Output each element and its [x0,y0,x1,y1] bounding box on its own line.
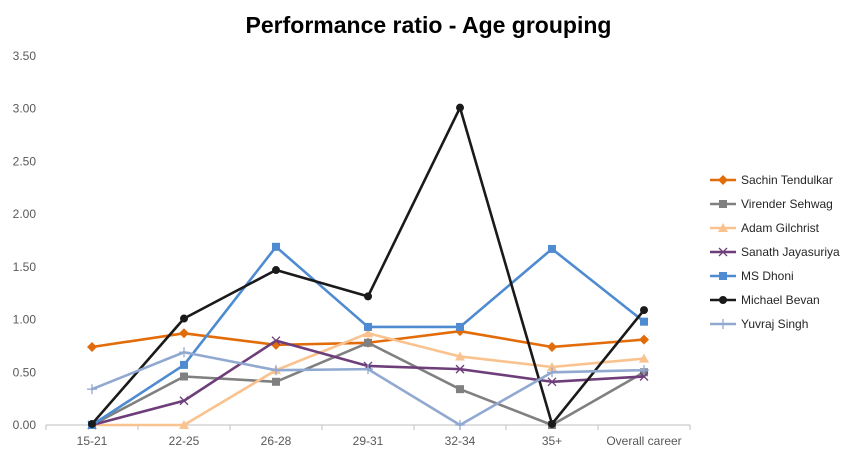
data-point [180,314,188,323]
data-point [640,306,648,315]
data-point [180,360,188,369]
data-point [456,322,464,331]
data-point [271,336,281,346]
x-tick-label: 26-28 [261,434,292,448]
y-tick-label: 0.00 [13,418,37,432]
data-point [718,247,728,257]
data-point [455,364,465,374]
legend-item: Sanath Jayasuriya [708,240,840,264]
marker-stroke [718,247,728,257]
chart-title: Performance ratio - Age grouping [245,12,612,38]
data-point [718,319,728,329]
data-point [455,351,465,361]
data-point [271,365,281,376]
data-point [272,377,280,386]
marker-stroke [179,396,189,406]
legend-label: Yuvraj Singh [741,317,809,331]
legend-item: Yuvraj Singh [708,312,840,336]
y-tick-label: 1.00 [13,313,37,327]
data-point [364,292,372,301]
data-point [639,372,649,381]
data-point [179,396,189,406]
data-point [548,419,556,428]
data-point [548,244,556,253]
data-point [179,347,189,358]
y-tick-label: 0.50 [13,365,37,379]
data-point [719,296,727,304]
series-line [90,106,646,426]
legend-label: Sanath Jayasuriya [741,245,840,259]
series-virender-sehwag [88,338,648,429]
marker-stroke [639,372,649,381]
legend-label: Adam Gilchrist [741,221,820,235]
data-point [87,341,97,352]
data-point [456,103,464,112]
legend-label: Virender Sehwag [741,197,833,211]
data-point [363,364,373,375]
data-point [718,175,728,185]
data-point [639,334,649,345]
legend-item: Virender Sehwag [708,192,840,216]
marker-stroke [547,377,557,387]
x-tick-label: 29-31 [353,434,384,448]
data-point [364,322,372,331]
x-tick-label: 15-21 [77,434,108,448]
data-point [88,419,96,428]
y-tick-label: 2.50 [13,154,37,168]
marker-stroke [271,336,281,346]
legend: Sachin Tendulkar Virender Sehwag Adam Gilc… [708,168,840,336]
data-point [547,377,557,387]
data-point [456,385,464,394]
data-point [719,200,727,208]
data-point [719,272,727,280]
x-tick-label: 22-25 [169,434,200,448]
data-point [547,362,557,372]
legend-swatch [710,296,736,304]
legend-label: Sachin Tendulkar [741,173,833,187]
y-tick-label: 3.50 [13,49,37,63]
data-point [363,328,373,338]
legend-label: MS Dhoni [741,269,794,283]
data-point [180,372,188,381]
data-point [718,223,728,232]
y-tick-label: 3.00 [13,102,37,116]
data-point [639,365,649,376]
legend-swatch [710,223,736,232]
series-yuvraj-singh [87,347,649,430]
data-point [272,266,280,275]
legend-swatch [710,175,736,185]
legend-swatch [710,319,736,329]
data-point [547,367,557,378]
y-tick-label: 2.00 [13,207,37,221]
x-tick-label: 32-34 [445,434,476,448]
data-point [640,317,648,326]
data-point [455,420,465,430]
marker-stroke [455,364,465,374]
data-point [179,420,189,429]
data-point [87,384,97,395]
legend-item: Adam Gilchrist [708,216,840,240]
legend-item: Sachin Tendulkar [708,168,840,192]
legend-swatch [710,272,736,280]
legend-label: Michael Bevan [741,293,820,307]
data-point [179,328,189,339]
data-point [639,353,649,363]
legend-item: MS Dhoni [708,264,840,288]
data-point [547,341,557,352]
data-point [364,338,372,347]
x-tick-label: 35+ [542,434,562,448]
legend-swatch [710,200,736,208]
legend-swatch [710,247,736,257]
legend-item: Michael Bevan [708,288,840,312]
x-tick-label: Overall career [606,434,681,448]
y-tick-label: 1.50 [13,260,37,274]
series-michael-bevan [88,103,648,428]
data-point [272,242,280,251]
